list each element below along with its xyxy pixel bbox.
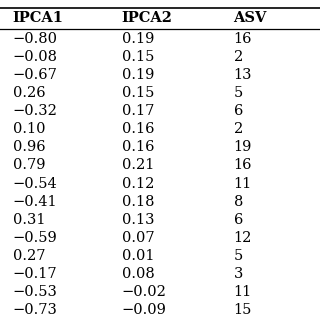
Text: 15: 15 bbox=[234, 303, 252, 317]
Text: 0.15: 0.15 bbox=[122, 86, 154, 100]
Text: 2: 2 bbox=[234, 122, 243, 136]
Text: 19: 19 bbox=[234, 140, 252, 154]
Text: 0.31: 0.31 bbox=[13, 213, 45, 227]
Text: 0.12: 0.12 bbox=[122, 177, 154, 190]
Text: 11: 11 bbox=[234, 285, 252, 299]
Text: −0.53: −0.53 bbox=[13, 285, 58, 299]
Text: 0.16: 0.16 bbox=[122, 140, 154, 154]
Text: 5: 5 bbox=[234, 86, 243, 100]
Text: 0.19: 0.19 bbox=[122, 68, 154, 82]
Text: 0.10: 0.10 bbox=[13, 122, 45, 136]
Text: −0.32: −0.32 bbox=[13, 104, 58, 118]
Text: 0.27: 0.27 bbox=[13, 249, 45, 263]
Text: 0.13: 0.13 bbox=[122, 213, 154, 227]
Text: 6: 6 bbox=[234, 104, 243, 118]
Text: 0.21: 0.21 bbox=[122, 158, 154, 172]
Text: IPCA1: IPCA1 bbox=[13, 11, 64, 25]
Text: 3: 3 bbox=[234, 267, 243, 281]
Text: 0.96: 0.96 bbox=[13, 140, 45, 154]
Text: 0.19: 0.19 bbox=[122, 32, 154, 46]
Text: 0.01: 0.01 bbox=[122, 249, 154, 263]
Text: 0.18: 0.18 bbox=[122, 195, 154, 209]
Text: 0.17: 0.17 bbox=[122, 104, 154, 118]
Text: 16: 16 bbox=[234, 158, 252, 172]
Text: −0.73: −0.73 bbox=[13, 303, 58, 317]
Text: IPCA2: IPCA2 bbox=[122, 11, 172, 25]
Text: −0.08: −0.08 bbox=[13, 50, 58, 64]
Text: −0.02: −0.02 bbox=[122, 285, 166, 299]
Text: 16: 16 bbox=[234, 32, 252, 46]
Text: 0.26: 0.26 bbox=[13, 86, 45, 100]
Text: 5: 5 bbox=[234, 249, 243, 263]
Text: 0.07: 0.07 bbox=[122, 231, 154, 245]
Text: ASV: ASV bbox=[234, 11, 267, 25]
Text: 0.16: 0.16 bbox=[122, 122, 154, 136]
Text: −0.59: −0.59 bbox=[13, 231, 58, 245]
Text: 2: 2 bbox=[234, 50, 243, 64]
Text: 13: 13 bbox=[234, 68, 252, 82]
Text: 8: 8 bbox=[234, 195, 243, 209]
Text: 0.08: 0.08 bbox=[122, 267, 154, 281]
Text: 11: 11 bbox=[234, 177, 252, 190]
Text: −0.67: −0.67 bbox=[13, 68, 58, 82]
Text: 12: 12 bbox=[234, 231, 252, 245]
Text: −0.17: −0.17 bbox=[13, 267, 57, 281]
Text: 0.15: 0.15 bbox=[122, 50, 154, 64]
Text: 6: 6 bbox=[234, 213, 243, 227]
Text: 0.79: 0.79 bbox=[13, 158, 45, 172]
Text: −0.80: −0.80 bbox=[13, 32, 58, 46]
Text: −0.54: −0.54 bbox=[13, 177, 58, 190]
Text: −0.41: −0.41 bbox=[13, 195, 57, 209]
Text: −0.09: −0.09 bbox=[122, 303, 166, 317]
